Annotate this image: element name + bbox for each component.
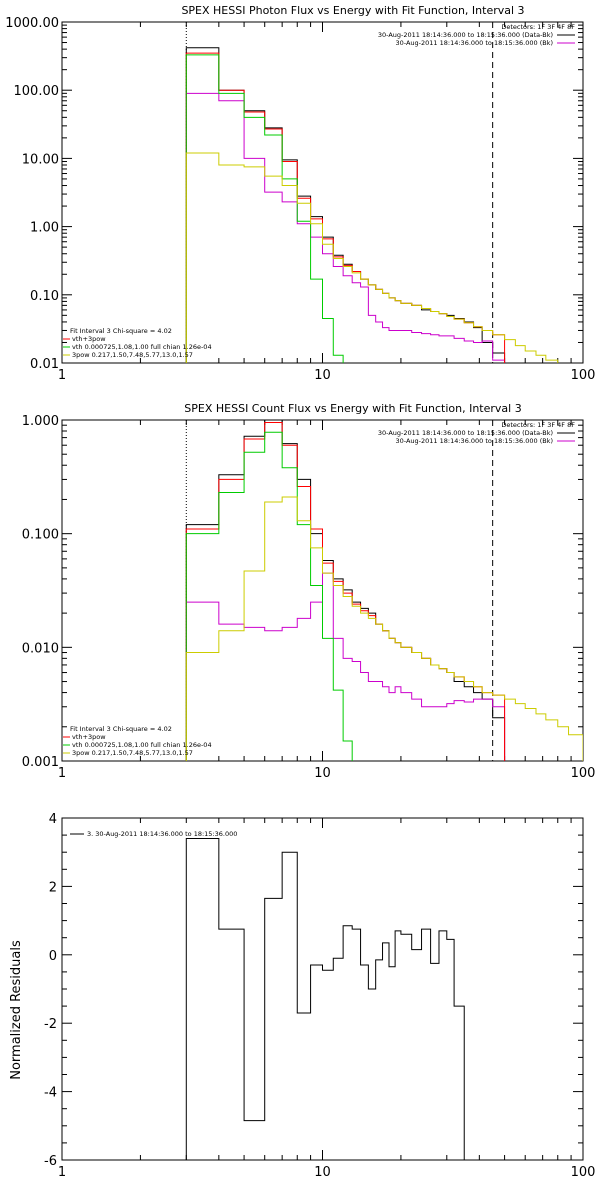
series-3-step-line	[185, 431, 362, 761]
photon-header-data-bk: 30-Aug-2011 18:14:36.000 to 18:15:36.000…	[378, 31, 553, 39]
residual-ylabel: Normalized Residuals	[9, 940, 24, 1080]
count-header-bk: 30-Aug-2011 18:14:36.000 to 18:15:36.000…	[396, 437, 553, 445]
count-fit-legend-vth: vth 0.000725,1.08,1.00 full chian 1.26e-…	[72, 741, 212, 749]
y-tick-label: 0.001	[22, 755, 59, 770]
series-0-step-line	[185, 838, 465, 1160]
residual-legend: 3. 30-Aug-2011 18:14:36.000 to 18:15:36.…	[87, 830, 237, 838]
series-1-step-line	[185, 572, 506, 761]
series-0-step-line	[185, 420, 506, 761]
series-4-step-line	[185, 152, 583, 363]
count-header-detectors: Detectors: 1F 3F 4F 8F	[501, 421, 575, 429]
x-tick-label: 1	[58, 368, 66, 383]
photon-flux-title: SPEX HESSI Photon Flux vs Energy with Fi…	[181, 4, 524, 17]
y-tick-label: 2	[49, 880, 57, 895]
y-tick-label: 0.10	[30, 289, 59, 304]
x-tick-label: 100	[571, 368, 596, 383]
y-tick-label: 1000.00	[5, 16, 59, 31]
x-tick-label: 100	[571, 766, 596, 781]
photon-flux-panel: SPEX HESSI Photon Flux vs Energy with Fi…	[5, 4, 595, 383]
y-tick-label: -2	[44, 1017, 57, 1032]
photon-header-bk: 30-Aug-2011 18:14:36.000 to 18:15:36.000…	[396, 39, 553, 47]
series-0-step-line	[185, 47, 506, 363]
plot-frame	[61, 817, 584, 1161]
photon-fit-legend-total: vth+3pow	[72, 335, 106, 343]
x-tick-label: 10	[314, 368, 331, 383]
series-1-step-line	[185, 92, 506, 363]
y-tick-label: 0	[49, 949, 57, 964]
photon-fit-legend-vth: vth 0.000725,1.08,1.00 full chian 1.26e-…	[72, 343, 212, 351]
series-2-step-line	[185, 422, 506, 761]
series-4-step-line	[185, 496, 583, 761]
count-fit-legend-title: Fit Interval 3 Chi-square = 4.02	[70, 725, 172, 733]
y-tick-label: 4	[49, 812, 57, 827]
y-tick-label: -6	[44, 1154, 57, 1169]
series-2-step-line	[185, 52, 506, 363]
y-tick-label: 0.100	[22, 528, 59, 543]
x-tick-label: 1	[58, 1165, 66, 1180]
count-flux-title: SPEX HESSI Count Flux vs Energy with Fit…	[184, 402, 521, 415]
y-tick-label: 0.010	[22, 641, 59, 656]
count-flux-panel: SPEX HESSI Count Flux vs Energy with Fit…	[22, 402, 596, 781]
y-tick-label: 1.00	[30, 221, 59, 236]
count-fit-legend-total: vth+3pow	[72, 733, 106, 741]
count-fit-legend-3pow: 3pow 0.217,1.50,7.48,5.77,13.0,1.57	[72, 749, 193, 757]
photon-fit-legend-3pow: 3pow 0.217,1.50,7.48,5.77,13.0,1.57	[72, 351, 193, 359]
y-tick-label: -4	[44, 1086, 57, 1101]
y-tick-label: 100.00	[14, 84, 60, 99]
photon-header-detectors: Detectors: 1F 3F 4F 8F	[501, 23, 575, 31]
photon-fit-legend-title: Fit Interval 3 Chi-square = 4.02	[70, 327, 172, 335]
x-tick-label: 1	[58, 766, 66, 781]
x-tick-label: 100	[571, 1165, 596, 1180]
y-tick-label: 10.00	[22, 152, 59, 167]
x-tick-label: 10	[314, 1165, 331, 1180]
count-header-data-bk: 30-Aug-2011 18:14:36.000 to 18:15:36.000…	[378, 429, 553, 437]
residuals-panel: 1 10 100 -6 -4 -2 0 2 4 3. 30-Aug-2011 18:14:36.…	[9, 812, 595, 1180]
x-tick-label: 10	[314, 766, 331, 781]
y-tick-label: 1.000	[22, 414, 59, 429]
series-3-step-line	[185, 54, 353, 363]
y-tick-label: 0.01	[30, 357, 59, 372]
